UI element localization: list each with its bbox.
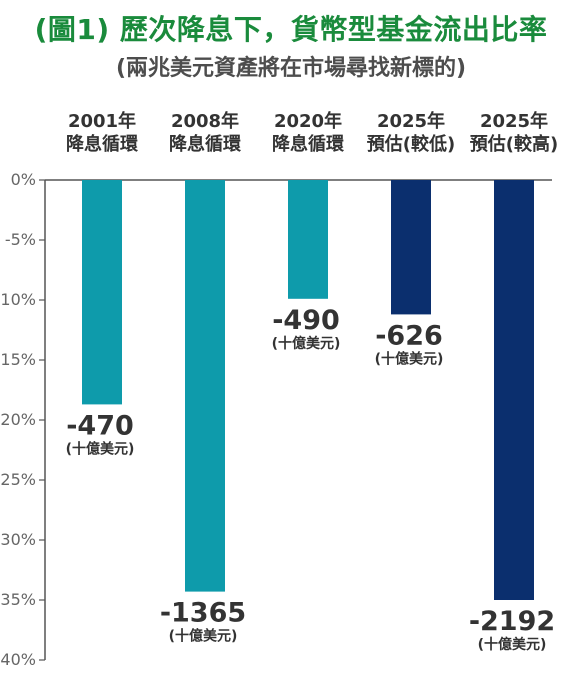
data-unit-label: (十億美元) xyxy=(375,350,444,367)
y-tick-label: -20% xyxy=(0,410,36,429)
y-tick-label: -5% xyxy=(5,230,36,249)
data-label: -1365 xyxy=(160,598,246,629)
category-label: 預估(較低) xyxy=(367,133,455,155)
y-tick-label: -40% xyxy=(0,650,36,669)
bar xyxy=(494,180,534,600)
data-label: -2192 xyxy=(469,606,555,637)
category-label: 預估(較高) xyxy=(470,133,558,155)
data-unit-label: (十億美元) xyxy=(478,636,547,653)
category-label: 2020年 xyxy=(274,110,342,132)
data-label: -626 xyxy=(375,320,443,351)
bar xyxy=(288,180,328,299)
bar xyxy=(185,180,225,592)
category-label: 2001年 xyxy=(68,110,136,132)
bar xyxy=(82,180,122,405)
y-tick-label: -10% xyxy=(0,290,36,309)
data-unit-label: (十億美元) xyxy=(272,335,341,352)
data-label: -470 xyxy=(66,410,134,441)
category-label: 降息循環 xyxy=(272,133,345,155)
category-label: 2008年 xyxy=(171,110,239,132)
y-tick-label: -15% xyxy=(0,350,36,369)
category-label: 降息循環 xyxy=(169,133,242,155)
y-tick-label: -25% xyxy=(0,470,36,489)
data-unit-label: (十億美元) xyxy=(169,628,238,645)
bar xyxy=(391,180,431,315)
category-label: 2025年 xyxy=(480,110,548,132)
y-tick-label: -35% xyxy=(0,590,36,609)
chart-title: (圖1) 歷次降息下，貨幣型基金流出比率 xyxy=(34,13,548,46)
category-label: 2025年 xyxy=(377,110,445,132)
chart-subtitle: (兩兆美元資產將在市場尋找新標的) xyxy=(115,56,467,81)
y-tick-label: 0% xyxy=(11,170,36,189)
y-tick-label: -30% xyxy=(0,530,36,549)
category-label: 降息循環 xyxy=(66,133,139,155)
data-label: -490 xyxy=(272,305,340,336)
data-unit-label: (十億美元) xyxy=(66,440,135,457)
